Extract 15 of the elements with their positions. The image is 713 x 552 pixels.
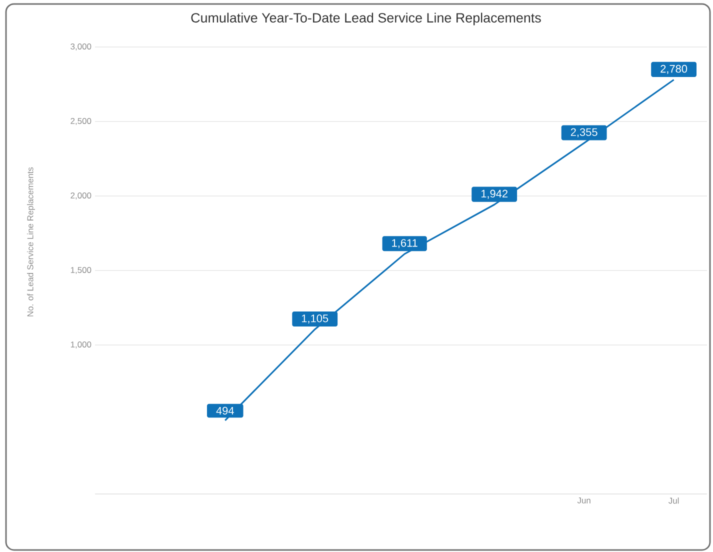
x-tick-label: Jun (577, 498, 590, 504)
y-axis-title: No. of Lead Service Line Replacements (27, 167, 35, 316)
x-tick-label: Jul (668, 498, 679, 504)
y-tick-label: 1,500 (70, 266, 92, 274)
chart-title: Cumulative Year-To-Date Lead Service Line Replacements (191, 12, 541, 26)
data-label: 494 (216, 406, 234, 415)
y-tick-label: 2,000 (70, 192, 92, 200)
y-tick-label: 3,000 (70, 43, 92, 50)
y-tick-label: 1,000 (70, 341, 92, 348)
data-label: 2,355 (570, 128, 598, 138)
data-label: 2,780 (660, 64, 688, 74)
data-label: 1,611 (392, 239, 418, 248)
y-tick-label: 2,500 (70, 118, 92, 125)
data-label: 1,942 (481, 190, 508, 199)
data-label: 1,105 (302, 314, 328, 324)
